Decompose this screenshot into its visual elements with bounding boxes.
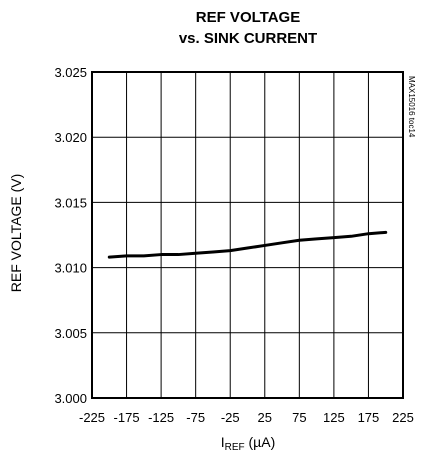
y-tick-labels: 3.000 3.005 3.010 3.015 3.020 3.025: [54, 65, 87, 406]
x-tick-label: -225: [79, 410, 105, 425]
y-tick-label: 3.020: [54, 130, 87, 145]
x-axis-label-main: I: [221, 434, 225, 450]
x-tick-label: -175: [114, 410, 140, 425]
y-axis-label: REF VOLTAGE (V): [8, 174, 24, 293]
plot-frame: [91, 71, 404, 399]
x-tick-labels: -225 -175 -125 -75 -25 25 75 125 175 225: [79, 410, 414, 425]
x-axis-label-sub: REF: [225, 442, 245, 453]
x-tick-label: -25: [221, 410, 240, 425]
chart-title-line2: vs. SINK CURRENT: [179, 30, 317, 47]
x-tick-label: 125: [323, 410, 345, 425]
y-tick-label: 3.005: [54, 326, 87, 341]
series-line: [107, 230, 388, 259]
x-tick-label: -125: [148, 410, 174, 425]
x-tick-label: 75: [292, 410, 306, 425]
chart-code: MAX15016 toc14: [407, 76, 416, 138]
x-axis-label-unit: (µA): [245, 434, 276, 450]
y-tick-label: 3.025: [54, 65, 87, 80]
x-tick-label: 175: [358, 410, 380, 425]
x-tick-label: -75: [186, 410, 205, 425]
y-tick-label: 3.015: [54, 195, 87, 210]
x-tick-label: 25: [258, 410, 272, 425]
chart-title-line1: REF VOLTAGE: [196, 9, 300, 26]
y-tick-label: 3.010: [54, 261, 87, 276]
x-axis-label: IREF (µA): [221, 434, 276, 453]
y-tick-label: 3.000: [54, 391, 87, 406]
x-tick-label: 225: [392, 410, 414, 425]
